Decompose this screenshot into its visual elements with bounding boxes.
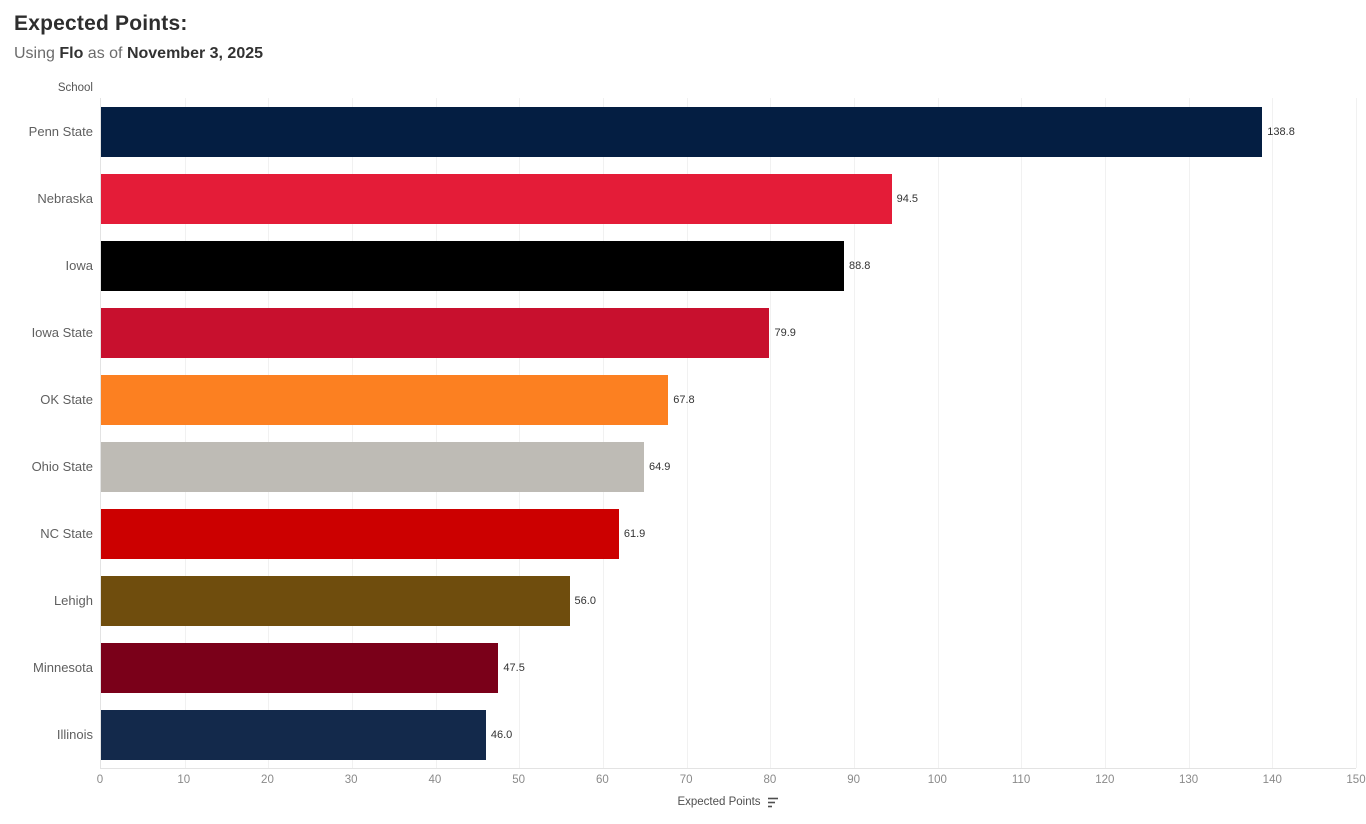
x-tick-label: 50 <box>512 774 526 786</box>
x-tick-label: 20 <box>261 774 274 786</box>
x-axis-spacer <box>0 769 100 789</box>
x-tick-label: 120 <box>1095 774 1115 786</box>
bar-minnesota[interactable] <box>101 642 499 693</box>
x-tick-label: 70 <box>679 774 693 786</box>
value-label: 79.9 <box>774 326 796 339</box>
x-tick-label: 130 <box>1178 774 1199 786</box>
bar-ok-state[interactable] <box>101 374 669 425</box>
bar-nebraska[interactable] <box>101 173 892 224</box>
chart-row: 47.5 <box>101 634 1356 701</box>
x-tick-label: 60 <box>595 774 609 786</box>
x-tick-label: 100 <box>927 774 947 786</box>
subtitle-source: Flo <box>59 45 84 62</box>
x-tick-label: 30 <box>344 774 358 786</box>
chart-row: 61.9 <box>101 500 1356 567</box>
bar-nc-state[interactable] <box>101 508 619 559</box>
value-label: 56.0 <box>574 594 596 607</box>
category-label-ohio-state[interactable]: Ohio State <box>31 459 93 474</box>
subtitle-date: November 3, 2025 <box>126 45 264 62</box>
value-label: 46.0 <box>490 728 513 741</box>
category-label-nebraska[interactable]: Nebraska <box>37 191 93 206</box>
plot-area: Penn State Nebraska Iowa Iowa State OK State… <box>0 98 1366 769</box>
chart-row: 67.8 <box>101 366 1356 433</box>
x-tick-label: 80 <box>763 774 777 786</box>
value-label: 94.5 <box>896 192 919 205</box>
subtitle-middle: as of <box>83 45 127 62</box>
category-label-iowa-state[interactable]: Iowa State <box>31 325 93 340</box>
x-tick-label: 90 <box>847 774 860 786</box>
chart-row: 79.9 <box>101 299 1356 366</box>
category-label-minnesota[interactable]: Minnesota <box>33 660 93 675</box>
sort-icon[interactable] <box>767 797 779 808</box>
bar-iowa-state[interactable] <box>101 307 770 358</box>
bar-iowa[interactable] <box>101 240 844 291</box>
chart-header: Expected Points: Using Flo as of Novembe… <box>0 0 1366 74</box>
value-label: 67.8 <box>673 393 695 406</box>
value-label: 61.9 <box>623 527 646 540</box>
gridline <box>1356 98 1357 768</box>
category-label-lehigh[interactable]: Lehigh <box>53 593 93 608</box>
x-tick-label: 150 <box>1346 774 1366 786</box>
chart-row: 88.8 <box>101 232 1356 299</box>
chart-row: 46.0 <box>101 701 1356 768</box>
value-label: 88.8 <box>848 259 871 272</box>
chart-row: 56.0 <box>101 567 1356 634</box>
chart-row: 138.8 <box>101 98 1356 165</box>
row-header-school: School <box>57 82 93 94</box>
category-labels: Penn State Nebraska Iowa Iowa State OK State… <box>0 98 100 769</box>
category-label-nc-state[interactable]: NC State <box>40 526 93 541</box>
x-tick-label: 10 <box>177 774 191 786</box>
x-tick-label: 110 <box>1011 774 1031 786</box>
x-axis-label-row: Expected Points <box>90 789 1366 815</box>
chart-row: 64.9 <box>101 433 1356 500</box>
x-tick-label: 40 <box>428 774 442 786</box>
category-label-penn-state[interactable]: Penn State <box>28 124 93 139</box>
chart-subtitle: Using Flo as of November 3, 2025 <box>14 45 1366 63</box>
category-label-ok-state[interactable]: OK State <box>40 392 93 407</box>
x-axis-label: Expected Points <box>677 796 761 808</box>
x-axis: 0 10 20 30 40 50 60 70 80 90 100 110 120 130 140 150 <box>0 769 1366 789</box>
value-label: 138.8 <box>1267 125 1295 138</box>
x-ticks: 0 10 20 30 40 50 60 70 80 90 100 110 120 130 140 150 <box>96 769 1366 789</box>
bar-illinois[interactable] <box>101 709 486 760</box>
x-tick-label: 140 <box>1262 774 1282 786</box>
chart-row: 94.5 <box>101 165 1356 232</box>
value-label: 47.5 <box>503 661 525 674</box>
plot-pane: 138.8 94.5 88.8 79.9 67.8 64.9 61.9 56.0 47.5 46.… <box>100 98 1357 769</box>
value-label: 64.9 <box>648 460 671 473</box>
category-label-illinois[interactable]: Illinois <box>56 727 93 742</box>
category-label-iowa[interactable]: Iowa <box>65 258 93 273</box>
subtitle-prefix: Using <box>14 45 60 62</box>
bar-ohio-state[interactable] <box>101 441 644 492</box>
bar-penn-state[interactable] <box>101 106 1263 157</box>
chart-title: Expected Points: <box>14 12 188 35</box>
bar-lehigh[interactable] <box>101 575 570 626</box>
x-tick-label: 0 <box>96 774 104 786</box>
row-header-band: School <box>0 74 1366 98</box>
chart-rows: 138.8 94.5 88.8 79.9 67.8 64.9 61.9 56.0 47.5 46.… <box>101 98 1356 768</box>
